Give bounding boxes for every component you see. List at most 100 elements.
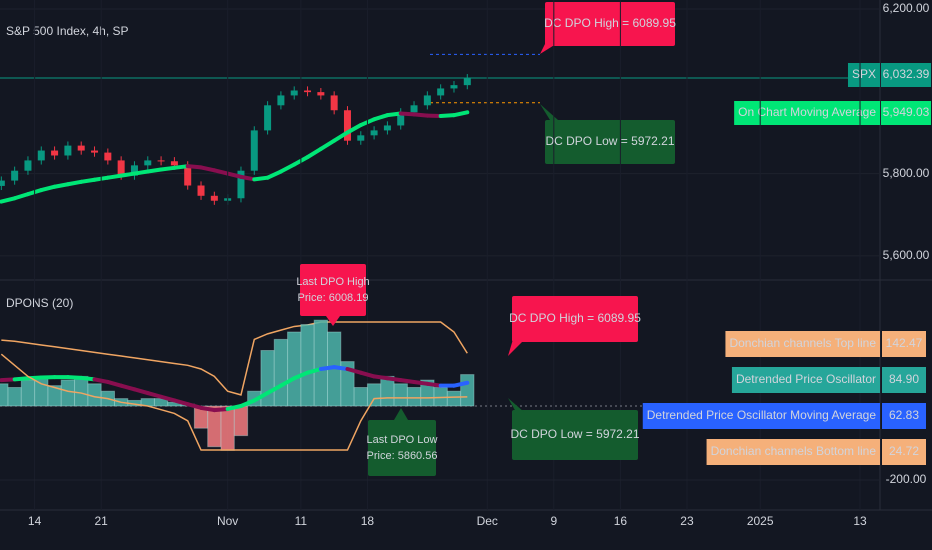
dpo-ma-segment (12, 376, 30, 382)
indicator-title: DPONS (20) (6, 296, 73, 310)
x-tick-label: 18 (361, 514, 375, 528)
legend-value-box (882, 367, 926, 393)
label-pointer (540, 38, 556, 54)
label-pointer (508, 398, 524, 412)
label-text: Price: 5860.56 (367, 450, 438, 462)
candle-body (397, 112, 405, 126)
dpo-ma-segment (345, 367, 363, 375)
histogram-bar (446, 390, 462, 407)
candle-body (304, 90, 312, 93)
moving-average-segment (172, 164, 190, 170)
legend-box (706, 439, 880, 465)
moving-average-segment (332, 130, 350, 143)
histogram-bar (20, 379, 36, 407)
label-box (512, 296, 638, 342)
dpo-ma-segment (278, 376, 297, 388)
dpo-ma-segment (119, 383, 137, 392)
legend-box (731, 367, 880, 393)
candle-body (24, 160, 32, 171)
moving-average-segment (278, 162, 297, 174)
legend-value-box (882, 403, 926, 429)
dpo-ma-segment (305, 367, 323, 375)
y-tick-label: 6,200.00 (883, 1, 930, 15)
moving-average-segment (305, 146, 323, 160)
candle-body (37, 150, 45, 161)
dpo-ma-segment (252, 391, 270, 403)
y-tick-label: -200.00 (886, 472, 927, 486)
histogram-bar (393, 383, 408, 407)
label-box (368, 420, 436, 476)
candle-body (370, 130, 378, 136)
tag-box (847, 63, 880, 87)
candle-body (450, 85, 458, 89)
candle-body (410, 105, 418, 113)
legend-value: 84.90 (889, 372, 919, 386)
moving-average-segment (132, 169, 150, 176)
histogram-bar (0, 383, 9, 407)
tag-value: 5,949.03 (883, 105, 930, 119)
label-text: Last DPO Low (367, 434, 438, 446)
histogram-bar (233, 405, 249, 437)
label-box (545, 120, 675, 164)
histogram-bar (460, 374, 475, 407)
moving-average-segment (0, 196, 17, 204)
histogram-bar (74, 375, 89, 407)
dpo-ma-segment (358, 370, 377, 379)
candle-body (0, 180, 5, 186)
tag-name: SPX (852, 67, 876, 81)
candle-body (170, 161, 178, 166)
moving-average-segment (412, 112, 430, 118)
moving-average-segment (105, 173, 124, 180)
candle-body (264, 105, 272, 131)
dpo-ma-segment (425, 381, 443, 388)
dpo-ma-segment (79, 375, 97, 382)
candle-body (11, 170, 19, 181)
moving-average-segment (225, 171, 243, 179)
candle-body (463, 78, 471, 86)
candle-body (197, 185, 205, 196)
dpo-ma-segment (451, 380, 470, 388)
histogram-bar (340, 361, 355, 407)
legend-name: Donchian channels Top line (729, 336, 876, 350)
tag-value: 6,032.39 (883, 67, 930, 81)
y-tick-label: 5,600.00 (883, 248, 930, 262)
histogram-bar (406, 387, 422, 407)
label-text: DC DPO High = 6089.95 (509, 311, 641, 325)
dpo-ma-segment (398, 378, 417, 384)
histogram-bar (353, 387, 368, 407)
label-box (512, 410, 638, 460)
dpo-ma-segment (105, 379, 124, 388)
x-tick-label: 16 (614, 514, 628, 528)
candle-body (383, 125, 391, 131)
candle-body (330, 95, 338, 111)
histogram-bar (300, 324, 315, 407)
candle-body (117, 160, 125, 176)
moving-average-segment (238, 174, 257, 182)
candle-body (343, 110, 351, 141)
histogram-bar (220, 405, 235, 451)
tag-box (881, 101, 931, 125)
moving-average-segment (145, 167, 164, 174)
dpo-ma-segment (145, 391, 164, 399)
candle-body (237, 170, 245, 199)
legend-name: Detrended Price Oscillator Moving Averag… (647, 408, 877, 422)
dpo-ma-segment (412, 379, 430, 386)
moving-average-segment (438, 113, 456, 118)
candle-body (144, 160, 152, 166)
candle-body (357, 135, 365, 141)
legend-value: 142.47 (886, 336, 923, 350)
dpo-ma-segment (0, 377, 17, 383)
legend-name: Detrended Price Oscillator (736, 372, 876, 386)
x-tick-label: Nov (217, 514, 238, 528)
x-tick-label: Dec (477, 514, 498, 528)
label-text: Last DPO High (296, 276, 369, 288)
label-pointer (508, 336, 522, 356)
candle-body (317, 92, 325, 96)
dpo-ma-segment (92, 377, 110, 384)
dpo-ma-segment (292, 370, 310, 381)
x-tick-label: 23 (680, 514, 694, 528)
x-tick-label: 11 (295, 514, 308, 528)
moving-average-segment (398, 111, 417, 117)
candle-body (77, 145, 85, 151)
label-box (545, 2, 675, 46)
